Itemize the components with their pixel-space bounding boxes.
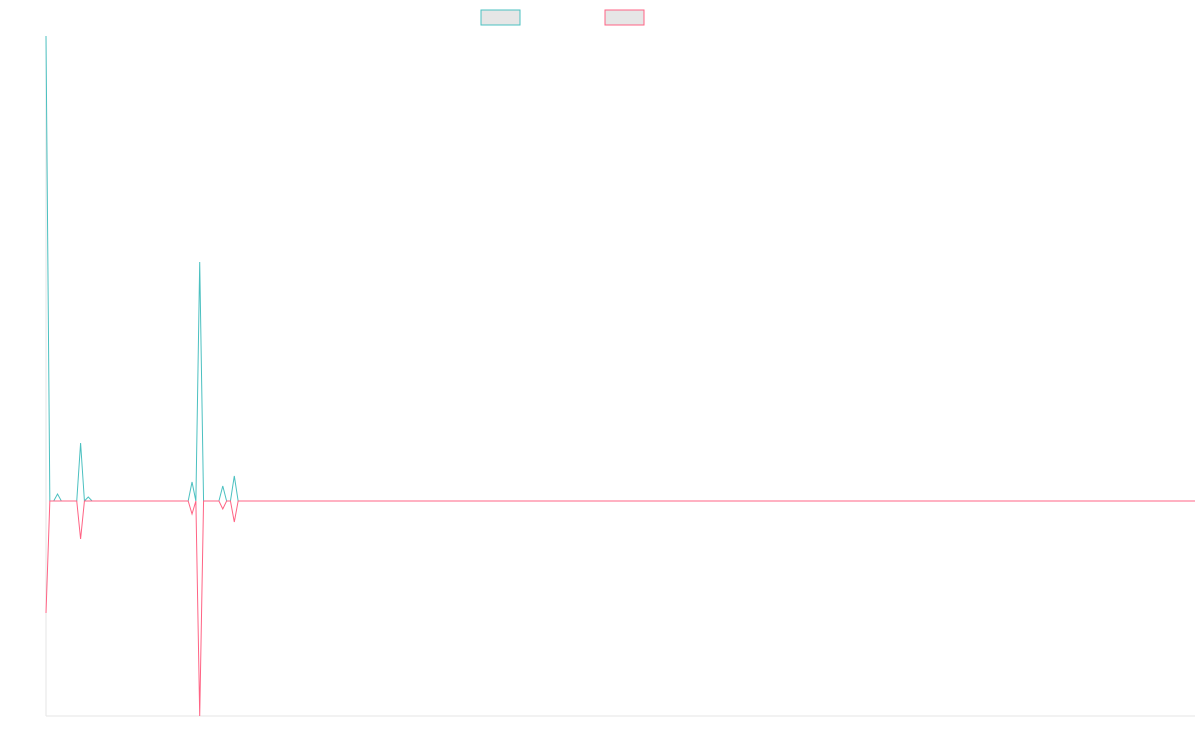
legend-swatch [480, 9, 521, 26]
series-line [45, 35, 1195, 503]
series-line [45, 500, 1195, 717]
legend-swatch [604, 9, 645, 26]
